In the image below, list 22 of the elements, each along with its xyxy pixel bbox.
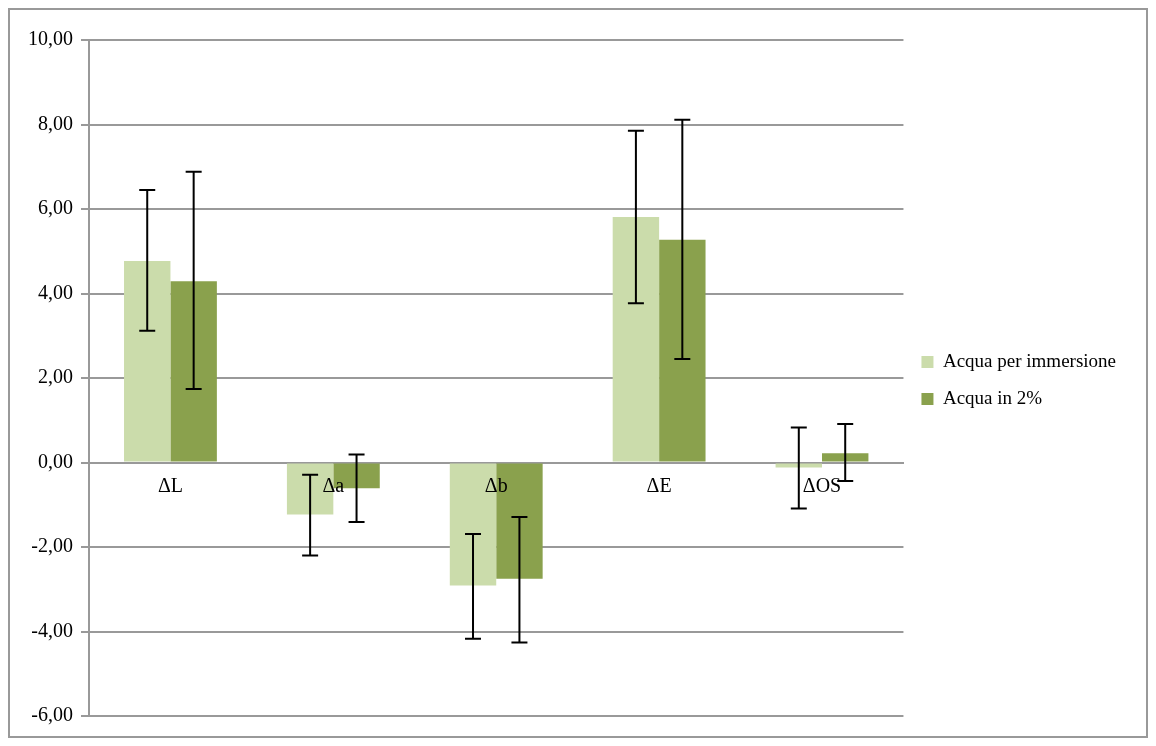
y-tick-label: 8,00 [38,111,73,134]
bar [775,463,823,468]
y-tick-label: 6,00 [38,196,73,219]
y-tick-label: 0,00 [38,449,73,472]
y-tick-label: -2,00 [31,534,73,557]
bar [124,260,171,462]
y-tick-label: 4,00 [38,280,73,303]
x-tick-label: ΔL [157,473,183,496]
x-tick-label: Δb [484,473,508,496]
x-tick-label: Δa [322,473,345,496]
x-tick-label: ΔE [646,473,672,496]
legend-label: Acqua per immersione [942,349,1117,371]
legend-label: Acqua in 2% [942,386,1043,408]
bar [170,281,217,462]
y-tick-label: -4,00 [31,618,73,641]
bar [612,217,660,462]
y-tick-label: 10,00 [28,27,73,50]
bar [822,453,869,462]
bar [659,239,706,462]
y-tick-label: -6,00 [31,703,73,726]
y-tick-label: 2,00 [38,365,73,388]
x-tick-label: ΔOS [802,473,842,496]
